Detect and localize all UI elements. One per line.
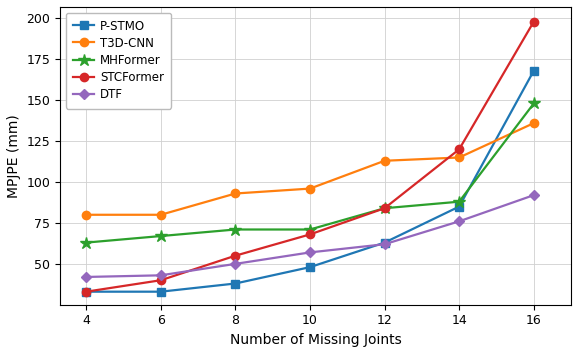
- STCFormer: [232, 253, 239, 258]
- STCFormer: [381, 206, 388, 210]
- DTF: [530, 193, 537, 197]
- MHFormer: [381, 206, 388, 210]
- DTF: [157, 273, 164, 278]
- Line: STCFormer: STCFormer: [82, 17, 538, 296]
- Y-axis label: MPJPE (mm): MPJPE (mm): [7, 114, 21, 198]
- T3D-CNN: [530, 121, 537, 125]
- T3D-CNN: [83, 213, 90, 217]
- STCFormer: [157, 278, 164, 282]
- MHFormer: [530, 101, 537, 105]
- P-STMO: [530, 69, 537, 73]
- P-STMO: [306, 265, 313, 269]
- DTF: [83, 275, 90, 279]
- DTF: [232, 262, 239, 266]
- STCFormer: [455, 147, 462, 152]
- P-STMO: [157, 290, 164, 294]
- P-STMO: [232, 281, 239, 286]
- STCFormer: [306, 232, 313, 236]
- T3D-CNN: [455, 155, 462, 160]
- Line: P-STMO: P-STMO: [82, 67, 538, 296]
- X-axis label: Number of Missing Joints: Number of Missing Joints: [229, 333, 402, 347]
- DTF: [455, 219, 462, 223]
- P-STMO: [381, 240, 388, 245]
- T3D-CNN: [381, 159, 388, 163]
- Line: MHFormer: MHFormer: [80, 97, 540, 249]
- MHFormer: [232, 227, 239, 232]
- P-STMO: [83, 290, 90, 294]
- STCFormer: [83, 290, 90, 294]
- STCFormer: [530, 19, 537, 24]
- Line: DTF: DTF: [83, 192, 537, 280]
- MHFormer: [157, 234, 164, 238]
- Line: T3D-CNN: T3D-CNN: [82, 119, 538, 219]
- MHFormer: [455, 200, 462, 204]
- DTF: [381, 242, 388, 246]
- T3D-CNN: [306, 187, 313, 191]
- T3D-CNN: [157, 213, 164, 217]
- T3D-CNN: [232, 192, 239, 196]
- Legend: P-STMO, T3D-CNN, MHFormer, STCFormer, DTF: P-STMO, T3D-CNN, MHFormer, STCFormer, DT…: [66, 13, 171, 109]
- P-STMO: [455, 205, 462, 209]
- DTF: [306, 250, 313, 255]
- MHFormer: [83, 240, 90, 245]
- MHFormer: [306, 227, 313, 232]
